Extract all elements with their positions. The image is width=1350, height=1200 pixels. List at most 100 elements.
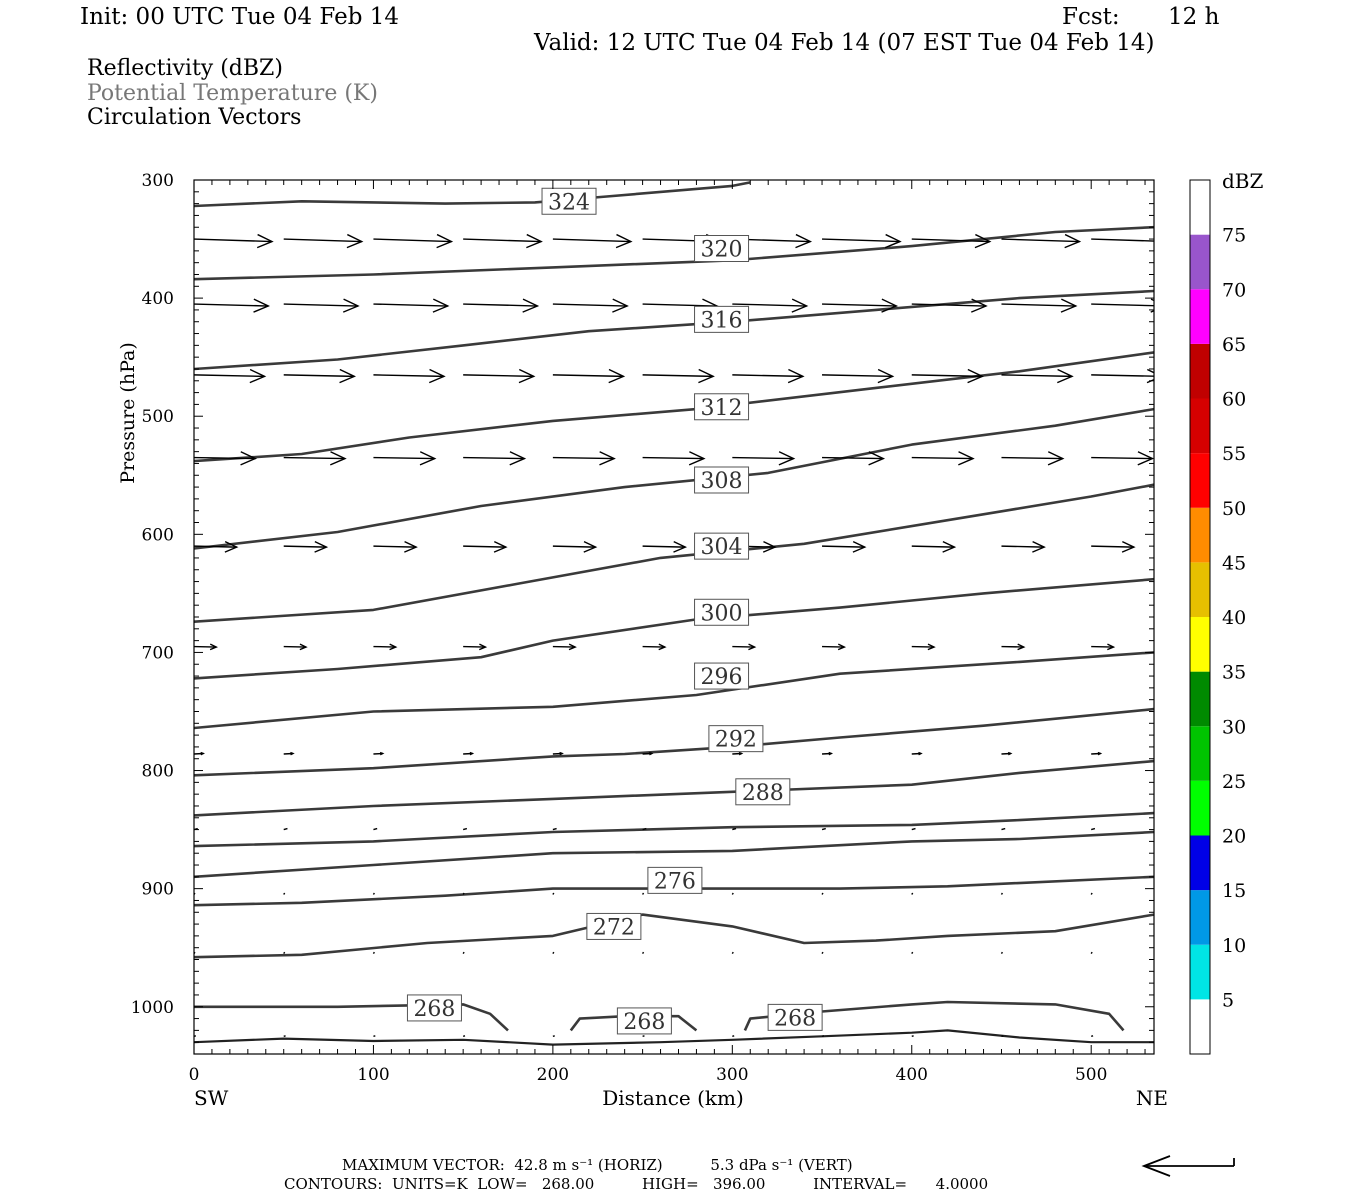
contour-label: 268 [616, 1007, 672, 1035]
vector-arrow [1091, 827, 1096, 831]
y-tick-label: 900 [142, 880, 174, 900]
svg-text:296: 296 [701, 665, 743, 690]
forecast-label: Fcst: [1062, 4, 1120, 30]
vector-arrow [552, 1035, 555, 1037]
vector-arrow [1000, 951, 1004, 954]
vector-arrow [373, 541, 418, 553]
vector-arrow [1091, 238, 1154, 242]
colorbar-swatch [1190, 617, 1210, 672]
endpoint-ne: NE [1136, 1086, 1168, 1110]
field-theta: Potential Temperature (K) [87, 81, 378, 106]
vector-arrow [732, 368, 805, 384]
vector-arrow [552, 951, 555, 954]
contour-label: 300 [694, 598, 750, 626]
isentrope-320 [194, 225, 1154, 281]
vector-arrow [911, 751, 923, 756]
vector-arrow [283, 541, 329, 553]
vector-arrow [822, 643, 847, 651]
svg-text:292: 292 [715, 728, 757, 753]
svg-text:300: 300 [701, 601, 743, 626]
contour-label: 292 [708, 725, 764, 753]
vector-arrow [552, 298, 629, 313]
vector-arrow [1001, 233, 1082, 249]
vector-arrow [822, 541, 867, 553]
y-tick-label: 500 [142, 407, 174, 427]
vector-arrow [373, 451, 437, 466]
vector-arrow [373, 827, 378, 831]
circulation-vectors [194, 233, 1154, 1037]
vector-arrow [1001, 541, 1046, 553]
vector-arrow [1001, 751, 1013, 756]
surface-line [194, 1029, 1154, 1046]
vector-arrow [462, 892, 465, 895]
colorbar-tick-label: 60 [1222, 389, 1246, 411]
x-tick-label: 500 [1075, 1065, 1107, 1085]
colorbar-swatch [1190, 507, 1210, 563]
vector-arrow [732, 1035, 735, 1037]
init-time: Init: 00 UTC Tue 04 Feb 14 [80, 4, 400, 30]
vector-arrow [1090, 892, 1093, 895]
colorbar-tick-label: 25 [1222, 771, 1246, 793]
plot-frame [193, 179, 1155, 1055]
vector-arrow [911, 951, 914, 954]
footer-max-vector: MAXIMUM VECTOR: 42.8 m s⁻¹ (HORIZ) 5.3 d… [342, 1156, 853, 1174]
colorbar-swatch [1190, 835, 1210, 891]
svg-text:268: 268 [623, 1010, 665, 1035]
colorbar-swatch [1190, 944, 1210, 1000]
vector-arrow [283, 233, 364, 249]
contour-label: 312 [694, 393, 750, 421]
vector-arrow [1091, 751, 1103, 756]
isentrope-324 [194, 181, 751, 208]
isentrope-284 [194, 811, 1154, 848]
colorbar-tick-label: 45 [1222, 552, 1246, 574]
colorbar-swatch [1190, 398, 1210, 454]
y-tick-label: 300 [142, 171, 174, 191]
isentrope-300 [194, 577, 1154, 680]
vector-arrow [911, 233, 992, 249]
valid-time: Valid: 12 UTC Tue 04 Feb 14 (07 EST Tue … [534, 30, 1155, 56]
colorbar-tick-label: 40 [1222, 607, 1246, 629]
vector-arrow [1001, 643, 1026, 651]
colorbar-tick-label: 50 [1222, 498, 1246, 520]
contour-label: 268 [406, 994, 462, 1022]
vector-arrow [552, 541, 598, 553]
field-reflectivity: Reflectivity (dBZ) [87, 56, 283, 81]
vector-arrow [372, 951, 375, 954]
svg-text:320: 320 [701, 238, 743, 263]
vector-arrow [194, 298, 271, 313]
vector-arrow [552, 892, 555, 895]
vector-arrow [194, 541, 239, 553]
vector-arrow [821, 751, 834, 756]
vector-arrow [552, 233, 633, 249]
svg-text:276: 276 [654, 869, 696, 894]
vector-arrow [373, 298, 450, 313]
vector-arrow [283, 951, 286, 954]
svg-text:312: 312 [701, 396, 743, 421]
vector-arrow [552, 368, 626, 384]
vector-arrow [283, 368, 357, 384]
contour-label: 276 [647, 866, 703, 894]
vector-arrow [463, 368, 536, 384]
colorbar-tick-label: 15 [1222, 880, 1246, 902]
colorbar-tick-label: 20 [1222, 826, 1246, 848]
vector-arrow [822, 298, 899, 313]
vector-arrow [194, 751, 205, 756]
contour-label: 304 [694, 532, 750, 560]
vector-arrow [911, 541, 957, 553]
vector-arrow [1001, 1035, 1004, 1037]
colorbar-tick-label: 75 [1222, 225, 1246, 247]
vector-arrow [821, 1035, 825, 1037]
vector-arrow [1000, 892, 1004, 895]
contour-label: 296 [694, 662, 750, 690]
vector-arrow [732, 827, 737, 831]
vector-arrow [463, 451, 527, 466]
vector-arrow [373, 233, 454, 249]
contour-label: 320 [694, 235, 750, 263]
colorbar-swatch [1190, 890, 1210, 945]
svg-text:288: 288 [742, 781, 784, 806]
isentrope-276 [194, 875, 1154, 907]
colorbar-swatch [1190, 180, 1210, 235]
vector-arrow [1091, 1035, 1094, 1037]
y-tick-label: 700 [142, 643, 174, 663]
